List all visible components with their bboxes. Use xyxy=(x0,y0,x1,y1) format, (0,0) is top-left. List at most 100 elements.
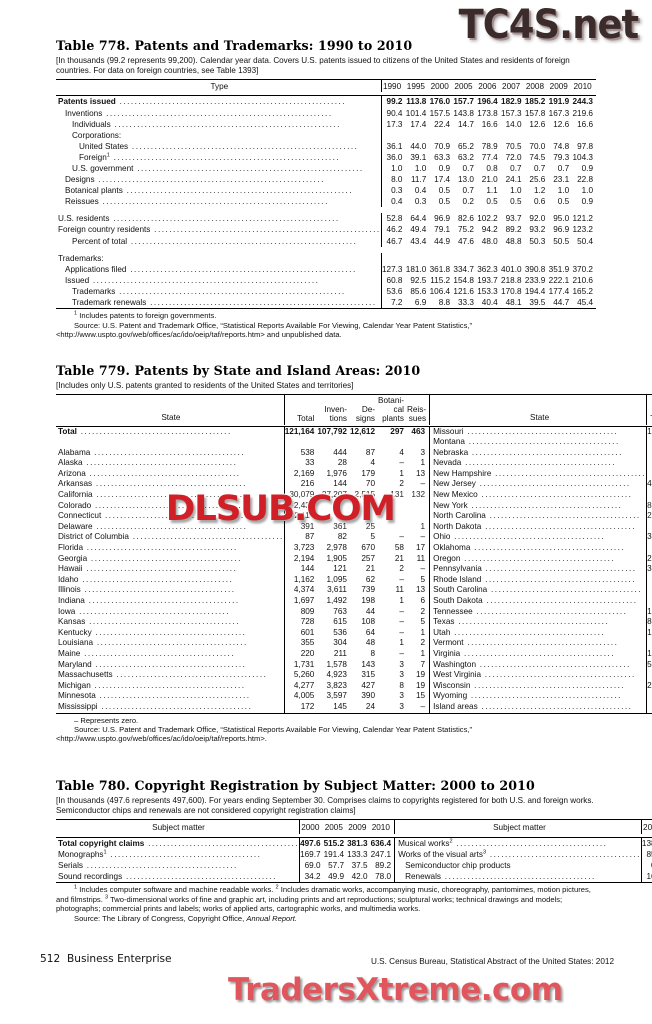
row-label: New Mexico .............................… xyxy=(429,490,647,501)
table-cell: 0.8 xyxy=(486,163,498,173)
row-label: Works of the visual arts3 ..............… xyxy=(394,849,642,861)
table-cell: 42.0 xyxy=(351,872,368,882)
table-cell xyxy=(378,522,407,533)
table-cell: 582 xyxy=(646,543,652,554)
table-cell xyxy=(317,501,350,512)
leader-dots: ........................................ xyxy=(101,511,257,521)
table-cell: 79.3 xyxy=(553,152,570,162)
table-cell: 3 xyxy=(399,670,404,680)
table-cell: 17.4 xyxy=(434,175,451,185)
row-label: Iowa ...................................… xyxy=(58,606,231,616)
table-cell xyxy=(380,252,406,264)
table-cell: 63.3 xyxy=(434,152,451,162)
table-cell: 121 xyxy=(333,564,347,574)
table-cell: 2,432 xyxy=(283,500,318,512)
row-label: Maine ..................................… xyxy=(58,648,236,658)
row-label: Applications filed .....................… xyxy=(65,264,357,274)
table-cell: 315 xyxy=(361,670,376,680)
leader-dots: ........................................… xyxy=(110,119,341,129)
table-cell: 49.9 xyxy=(328,872,345,882)
table-cell: 1.2 xyxy=(533,186,546,196)
leader-dots: ........................................ xyxy=(112,670,268,680)
table-cell: 33.3 xyxy=(457,298,474,307)
col-header-2008: 2008 xyxy=(525,81,545,91)
table-cell: 1 xyxy=(399,638,404,648)
leader-dots: ........................................ xyxy=(452,839,608,849)
leader-dots: ........................................ xyxy=(476,659,631,669)
table-cell: – xyxy=(420,532,426,542)
table-cell: 0.7 xyxy=(510,163,522,173)
table-cell: 57.7 xyxy=(328,861,345,871)
table-cell: 2,922 xyxy=(646,511,652,522)
table-cell: 1,976 xyxy=(326,468,347,478)
row-label: Foreign1 ...............................… xyxy=(79,152,341,162)
table-row: Issued .................................… xyxy=(56,274,596,286)
table-cell: 44.7 xyxy=(553,298,570,307)
row-label: North Dakota ...........................… xyxy=(429,521,647,533)
table-cell: 0.7 xyxy=(462,163,474,173)
row-label: Reissues ...............................… xyxy=(65,197,329,207)
table-cell: 0.6 xyxy=(533,197,546,207)
table-row: Illinois ...............................… xyxy=(56,585,652,596)
leader-dots: ........................................ xyxy=(128,532,284,542)
table-cell xyxy=(380,129,406,141)
row-label: Issued .................................… xyxy=(65,275,320,285)
table-cell xyxy=(477,130,501,141)
table-cell: 72.0 xyxy=(505,152,522,162)
table-cell: 46.2 xyxy=(380,224,406,236)
table-row: Serials ................................… xyxy=(56,860,652,872)
table-cell: 3 xyxy=(399,691,404,701)
row-label: Trademarks: xyxy=(58,253,104,263)
leader-dots: ........................................… xyxy=(109,214,340,224)
table-cell: 44.0 xyxy=(410,141,427,151)
table-cell: 118 xyxy=(646,437,652,448)
table-cell: 1,578 xyxy=(326,659,347,669)
table-cell: 21.0 xyxy=(481,175,498,185)
table-row: Monographs1 ............................… xyxy=(56,849,652,861)
row-label: Sound recordings .......................… xyxy=(58,872,277,882)
table-cell: 179 xyxy=(361,468,376,478)
leader-dots: ........................................ xyxy=(144,839,300,849)
table-cell: 1.0 xyxy=(557,186,570,196)
source-annual-report: Annual Report. xyxy=(246,913,298,923)
table-cell: 8.0 xyxy=(380,174,406,186)
table-cell: 24.1 xyxy=(505,175,522,185)
table-cell: 1,724 xyxy=(646,648,652,660)
table-cell: 167.3 xyxy=(548,108,570,118)
leader-dots: ........................................… xyxy=(128,141,359,151)
footnote-marker-3: 3 xyxy=(104,894,109,901)
table-779-body: Total ..................................… xyxy=(56,426,652,713)
table-cell: 1 xyxy=(420,627,426,637)
table-cell: 92.0 xyxy=(529,214,546,224)
leader-dots: ........................................ xyxy=(477,701,633,711)
table-cell: 85.6 xyxy=(410,286,427,296)
leader-dots: ........................................ xyxy=(85,468,241,478)
table-cell: 8 xyxy=(399,680,404,690)
table-cell: – xyxy=(399,458,404,468)
col-header-2006: 2006 xyxy=(478,81,497,91)
table-cell: 95.0 xyxy=(553,214,570,224)
table-cell: 145 xyxy=(333,701,347,711)
table-cell: 82 xyxy=(337,532,347,542)
table-778-headnote: [In thousands (99.2 represents 99,200). … xyxy=(56,56,570,76)
table-cell xyxy=(525,130,549,141)
table-cell: 50.4 xyxy=(577,236,593,246)
leader-dots: ........................................ xyxy=(482,596,638,605)
col-header-type: Type xyxy=(210,81,229,91)
table-cell: 92.5 xyxy=(410,275,427,285)
leader-dots: ........................................ xyxy=(83,861,238,871)
col-header-botanical-left: Botani- cal plants xyxy=(378,395,404,424)
row-label: Georgia ................................… xyxy=(58,553,242,563)
table-cell: 48 xyxy=(365,638,376,648)
row-label: Island areas ...........................… xyxy=(429,701,647,713)
table-778-block: Table 778. Patents and Trademarks: 1990 … xyxy=(56,38,596,339)
table-cell: 0.5 xyxy=(557,197,570,207)
table-cell: 85.8 xyxy=(640,849,652,861)
table-cell: 1.0 xyxy=(414,163,427,173)
row-label: Arizona ................................… xyxy=(58,468,241,478)
table-cell xyxy=(429,130,453,141)
table-cell: 108 xyxy=(361,617,376,627)
table-cell: 25 xyxy=(365,521,376,531)
table-779-header: State Total Inven- tions De- signs xyxy=(56,394,652,426)
table-cell: 2,515 xyxy=(354,490,376,500)
